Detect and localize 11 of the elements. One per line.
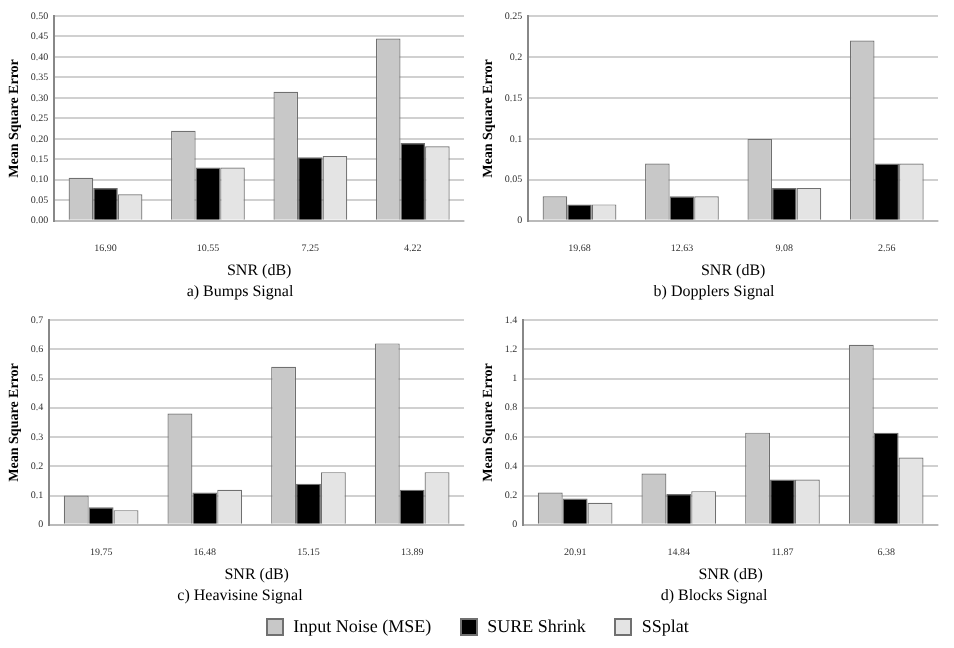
- x-axis-title: SNR (dB): [224, 564, 290, 583]
- legend-label: Input Noise (MSE): [293, 616, 432, 636]
- x-axis-title: SNR (dB): [226, 260, 293, 279]
- x-axis-title: SNR (dB): [698, 564, 764, 583]
- text: c) Heavisine Signal: [175, 584, 305, 608]
- legend-label: SURE Shrink: [487, 616, 586, 636]
- legend-label: SSplat: [641, 616, 689, 636]
- text: d) Blocks Signal: [658, 584, 770, 608]
- text: b) Dopplers Signal: [651, 280, 777, 304]
- x-axis-title: SNR (dB): [700, 260, 767, 279]
- text: a) Bumps Signal: [184, 280, 296, 304]
